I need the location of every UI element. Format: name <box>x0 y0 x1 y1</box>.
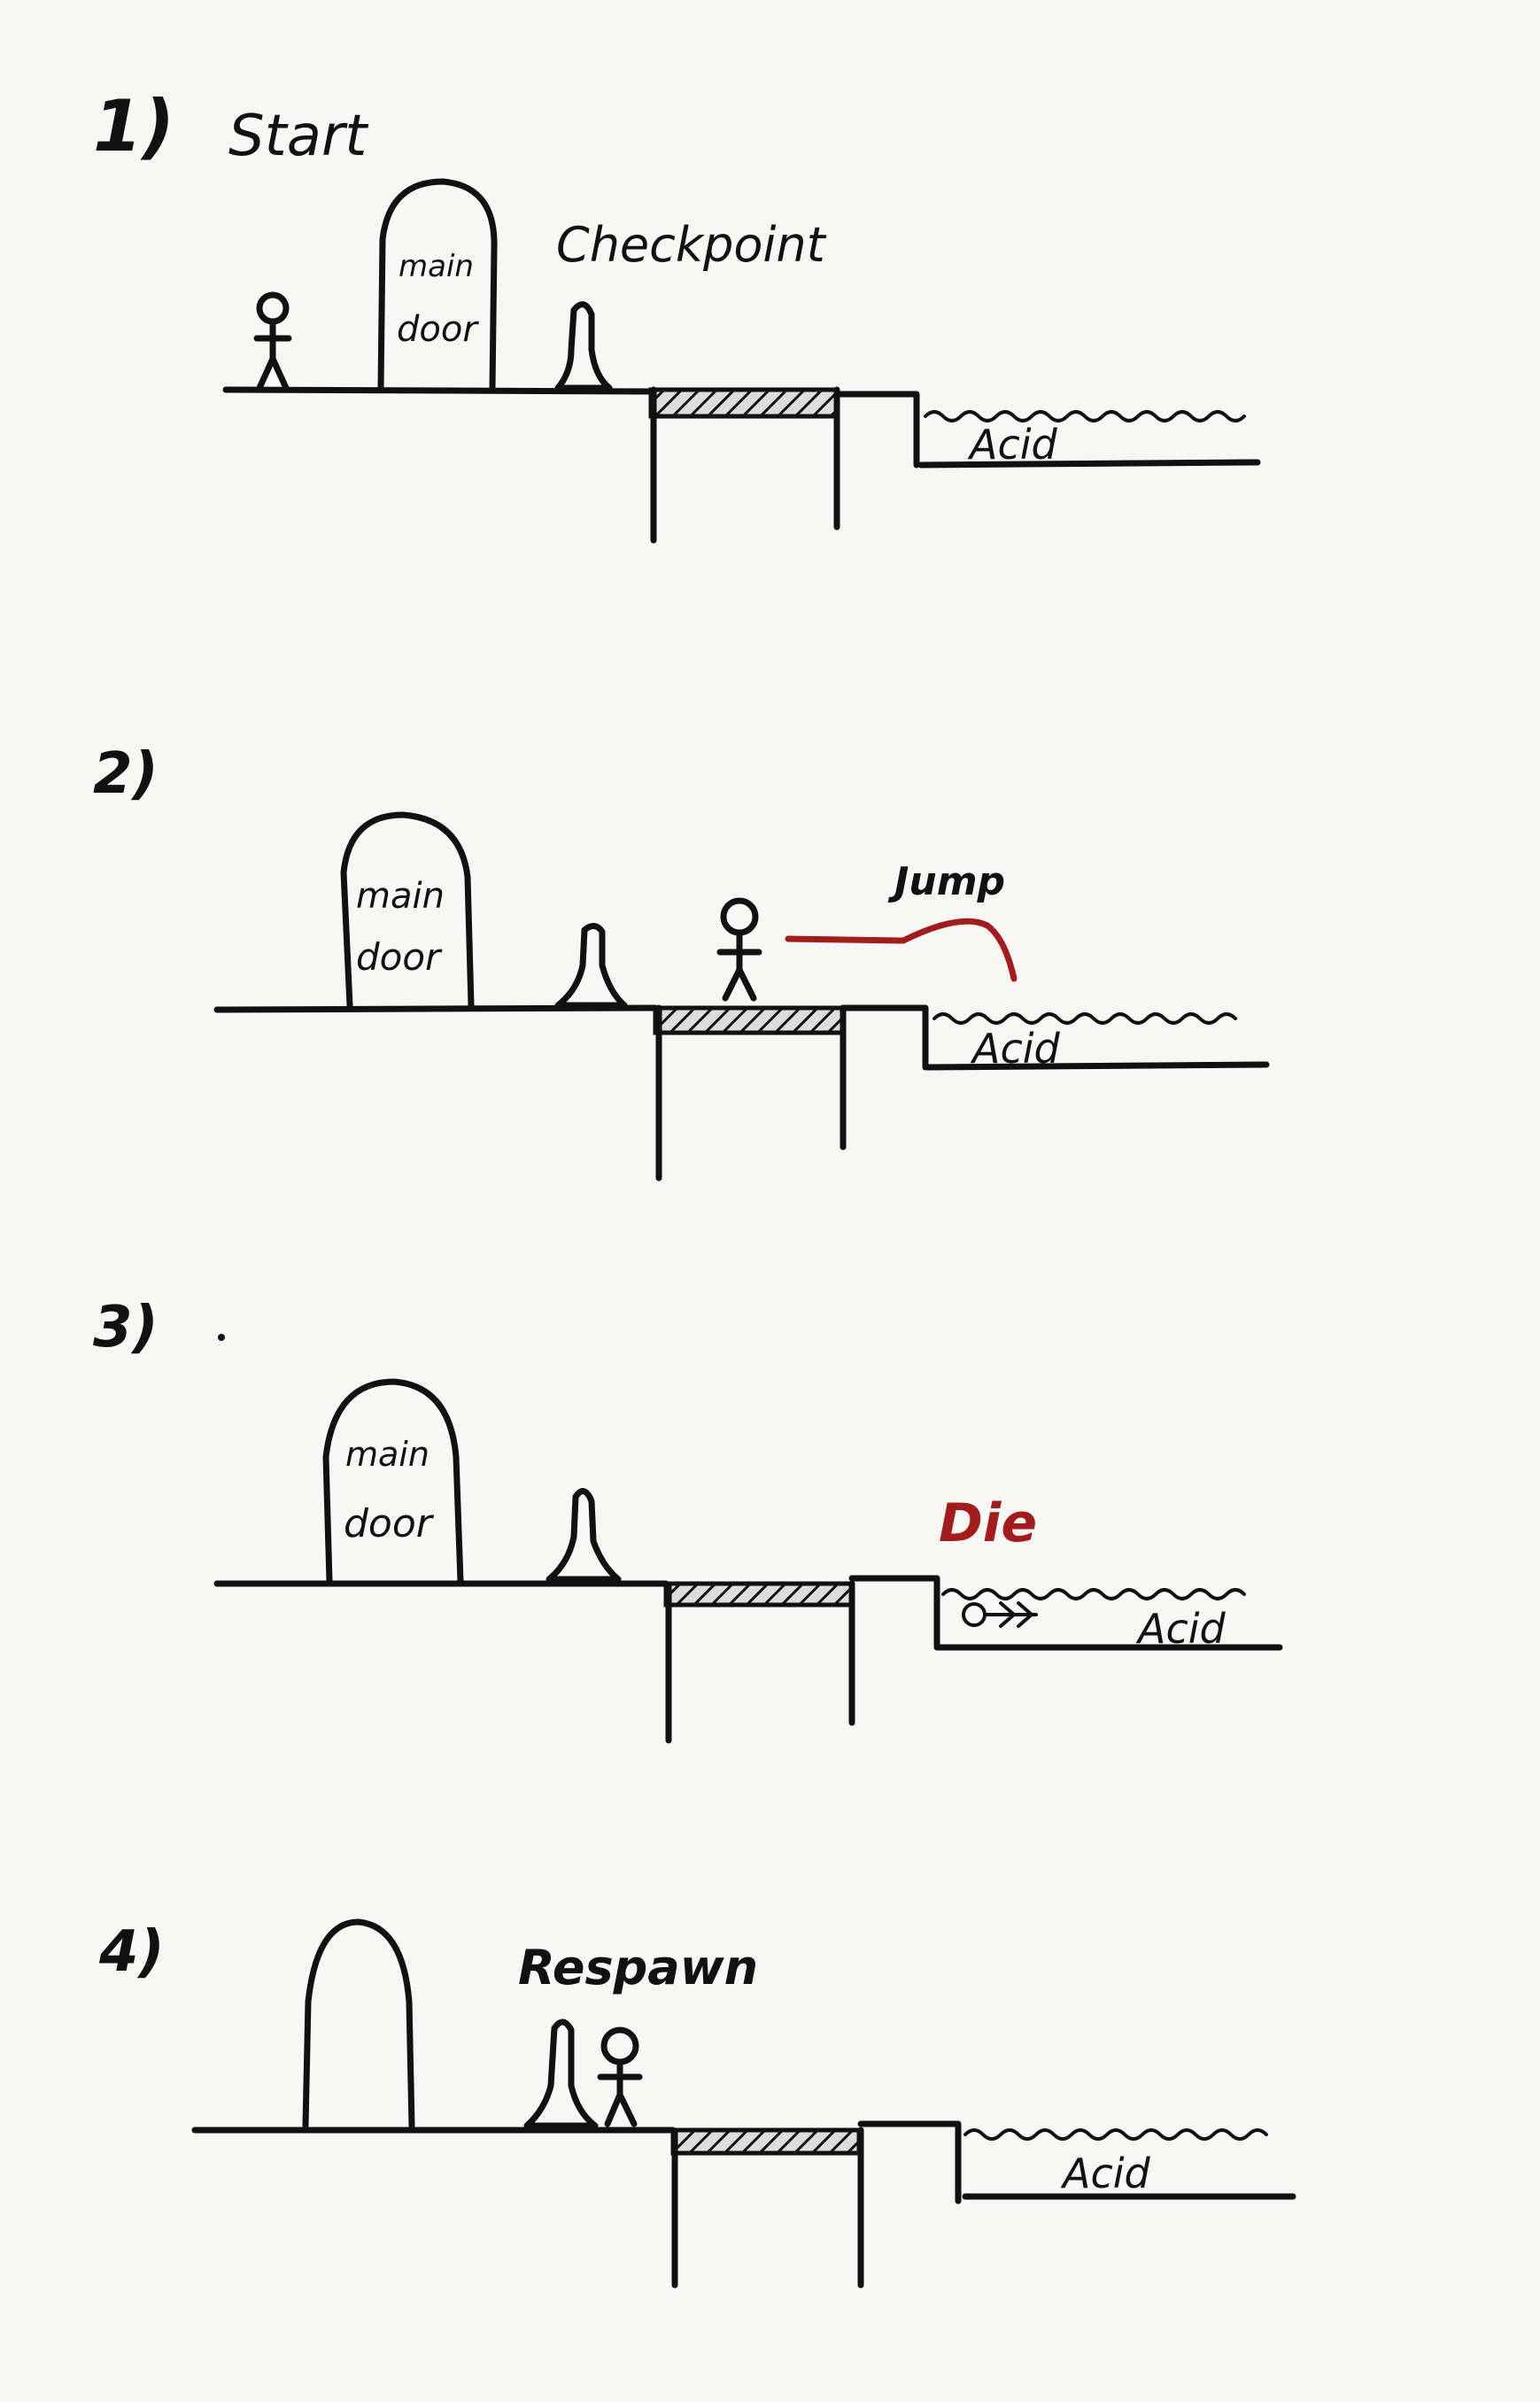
acid-label: Acid <box>1135 1605 1227 1653</box>
trap-pit <box>663 1580 855 1744</box>
trap-pit <box>648 386 840 544</box>
panel-1-title: Start <box>228 104 369 169</box>
stray-dot <box>218 1334 225 1341</box>
main-door: main door <box>322 1378 464 1585</box>
trap-pit <box>670 2127 864 2289</box>
main-door <box>302 1918 415 2129</box>
respawn-label: Respawn <box>518 1940 758 1995</box>
player-figure <box>597 2026 643 2127</box>
panel-2: 2) Acid main door Jump <box>93 741 1270 1182</box>
ground-right-ledge <box>857 2120 962 2204</box>
panel-3: 3) Acid main door Die <box>93 1295 1283 1744</box>
ground-right-ledge <box>833 391 920 469</box>
checkpoint-label: Checkpoint <box>556 217 827 273</box>
acid-pool: Acid <box>962 2128 1296 2200</box>
die-label: Die <box>939 1492 1037 1554</box>
trap-pit <box>653 1004 847 1182</box>
door-label-line1: main <box>356 876 445 917</box>
panel-1: 1) Start Acid main door <box>93 85 1261 544</box>
panel-2-number: 2) <box>93 741 159 807</box>
acid-pool: Acid <box>925 1012 1270 1073</box>
player-figure <box>716 897 762 1002</box>
main-door: main door <box>340 811 475 1009</box>
checkpoint-flask-icon <box>554 301 613 391</box>
panel-4-number: 4) <box>98 1919 165 1985</box>
ground-right-ledge <box>848 1575 940 1651</box>
acid-pool: Acid <box>917 410 1261 469</box>
main-door: main door <box>377 178 498 391</box>
acid-label: Acid <box>1060 2150 1151 2197</box>
door-label-line2: door <box>344 1501 435 1546</box>
panel-3-number: 3) <box>93 1295 159 1360</box>
door-label-line1: main <box>399 249 474 284</box>
jump-label: Jump <box>887 859 1005 904</box>
dead-player-figure <box>962 1601 1038 1628</box>
checkpoint-flask-icon <box>554 923 628 1009</box>
checkpoint-flask-icon <box>546 1488 622 1583</box>
jump-trajectory <box>785 918 1018 982</box>
door-label-line1: main <box>345 1435 429 1474</box>
door-label-line2: door <box>397 309 479 350</box>
ground-left <box>222 386 654 395</box>
acid-pool: Acid <box>935 1588 1283 1653</box>
ground-right-ledge <box>840 1004 929 1071</box>
acid-label: Acid <box>967 421 1058 469</box>
acid-label: Acid <box>970 1025 1061 1073</box>
player-figure <box>253 291 292 391</box>
checkpoint-flask-icon <box>523 2018 599 2129</box>
panel-4: 4) Acid Respawn <box>98 1918 1296 2289</box>
door-label-line2: door <box>356 935 443 979</box>
panel-1-number: 1) <box>93 85 174 167</box>
